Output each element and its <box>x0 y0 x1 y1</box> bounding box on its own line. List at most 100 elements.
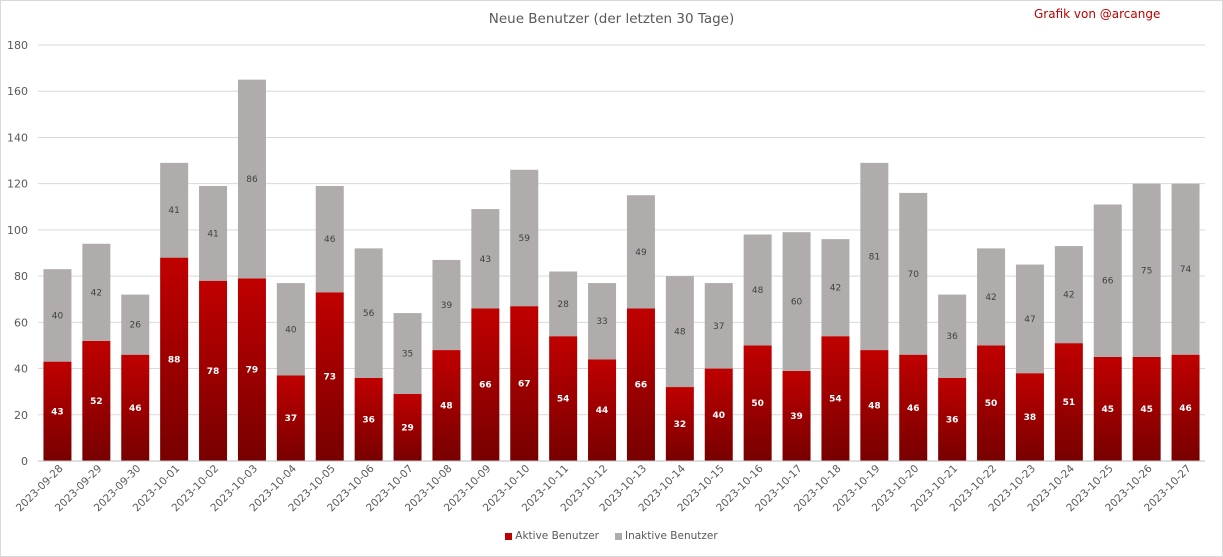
data-label-active: 54 <box>557 395 570 405</box>
bar-active <box>237 278 266 461</box>
bar-active <box>977 345 1006 461</box>
data-label-active: 45 <box>1101 405 1114 415</box>
data-label-active: 36 <box>946 415 959 425</box>
bar-active <box>354 377 383 461</box>
legend-label-active: Aktive Benutzer <box>515 530 599 542</box>
data-label-inactive: 43 <box>480 255 491 265</box>
bar-inactive <box>237 79 266 279</box>
legend: Aktive Benutzer Inaktive Benutzer <box>0 530 1223 542</box>
bar-active <box>860 350 889 461</box>
chart-title: Neue Benutzer (der letzten 30 Tage) <box>488 11 735 27</box>
data-label-active: 52 <box>90 397 103 407</box>
data-label-inactive: 42 <box>985 293 996 303</box>
bar-inactive <box>471 209 500 309</box>
data-label-active: 51 <box>1063 398 1076 408</box>
bar-inactive <box>432 259 461 351</box>
bar-active <box>160 257 189 461</box>
bar-inactive <box>588 283 617 360</box>
y-tick-label: 60 <box>14 316 28 329</box>
data-label-inactive: 59 <box>519 234 531 244</box>
data-label-active: 46 <box>129 404 142 414</box>
bar-inactive <box>1093 204 1122 357</box>
bar-active <box>704 368 733 461</box>
bar-inactive <box>782 232 811 371</box>
bar-inactive <box>82 243 111 341</box>
data-label-active: 73 <box>323 373 336 383</box>
bar-active <box>1171 354 1200 461</box>
bars <box>43 79 1200 461</box>
data-label-active: 67 <box>518 380 531 390</box>
data-label-active: 45 <box>1140 405 1153 415</box>
data-label-active: 48 <box>868 402 881 412</box>
data-label-inactive: 66 <box>1102 277 1114 287</box>
bar-active <box>1093 357 1122 461</box>
bar-active <box>82 340 111 461</box>
data-label-inactive: 75 <box>1141 266 1152 276</box>
gridlines <box>38 44 1205 416</box>
bar-active <box>1015 373 1044 461</box>
data-label-active: 37 <box>285 414 298 424</box>
bar-active <box>782 370 811 461</box>
bar-inactive <box>704 283 733 369</box>
y-tick-label: 120 <box>7 178 28 191</box>
bar-inactive <box>1132 183 1161 357</box>
data-label-inactive: 36 <box>946 332 958 342</box>
bar-active <box>315 292 344 461</box>
bar-active <box>588 359 617 461</box>
bar-inactive <box>860 162 889 351</box>
y-tick-label: 80 <box>14 270 28 283</box>
bar-active <box>276 375 305 461</box>
data-label-inactive: 70 <box>908 270 920 280</box>
bar-active <box>665 387 694 461</box>
data-label-inactive: 42 <box>1063 291 1074 301</box>
bar-inactive <box>821 239 850 337</box>
legend-swatch-inactive <box>614 532 622 540</box>
data-label-active: 79 <box>246 366 259 376</box>
bar-active <box>899 354 928 461</box>
data-label-active: 32 <box>674 420 687 430</box>
bar-active <box>549 336 578 461</box>
bar-inactive <box>977 248 1006 346</box>
data-label-active: 66 <box>635 381 648 391</box>
bar-active <box>1054 343 1083 461</box>
bar-inactive <box>899 192 928 355</box>
bar-inactive <box>43 269 72 362</box>
data-label-active: 50 <box>751 399 764 409</box>
y-tick-label: 140 <box>7 131 28 144</box>
data-label-active: 29 <box>401 423 414 433</box>
bar-active <box>393 393 422 461</box>
data-label-active: 88 <box>168 355 181 365</box>
data-label-active: 50 <box>985 399 998 409</box>
bar-inactive <box>315 185 344 293</box>
bar-inactive <box>665 276 694 388</box>
bar-inactive <box>549 271 578 337</box>
data-label-active: 54 <box>829 395 842 405</box>
data-label-inactive: 26 <box>130 321 142 331</box>
data-label-inactive: 42 <box>830 284 841 294</box>
data-label-inactive: 48 <box>674 328 686 338</box>
data-label-inactive: 47 <box>1024 315 1035 325</box>
data-label-inactive: 60 <box>791 298 803 308</box>
data-labels: 43 40 52 42 46 26 88 41 78 41 79 86 37 40 73 46 36 56 29 35… <box>51 175 1192 433</box>
bar-inactive <box>1054 246 1083 344</box>
bar-inactive <box>938 294 967 378</box>
bar-active <box>1132 357 1161 461</box>
data-label-inactive: 86 <box>246 175 258 185</box>
data-label-active: 44 <box>596 406 609 416</box>
bar-active <box>821 336 850 461</box>
data-label-active: 66 <box>479 381 492 391</box>
legend-item-active: Aktive Benutzer <box>505 530 599 542</box>
bar-active <box>199 280 228 461</box>
bar-active <box>43 361 72 461</box>
data-label-inactive: 48 <box>752 286 764 296</box>
bar-active <box>471 308 500 461</box>
data-label-inactive: 41 <box>168 206 179 216</box>
data-label-active: 36 <box>362 415 375 425</box>
data-label-inactive: 37 <box>713 322 724 332</box>
data-label-active: 40 <box>712 411 725 421</box>
bar-inactive <box>743 234 772 346</box>
data-label-inactive: 74 <box>1180 265 1192 275</box>
data-label-inactive: 46 <box>324 235 336 245</box>
data-label-inactive: 81 <box>869 252 880 262</box>
